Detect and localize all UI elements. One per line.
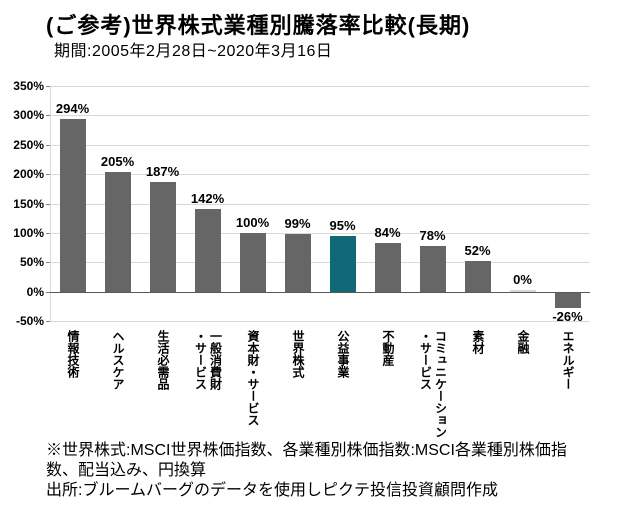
category-label: コミュニケーション ・サービス — [418, 330, 448, 438]
bar — [464, 261, 491, 292]
y-tick-mark — [46, 174, 50, 175]
category-label: 資本財・サービス — [246, 330, 260, 426]
y-tick-label: 100% — [13, 226, 44, 240]
category-label: 素材 — [471, 330, 485, 354]
y-tick-mark — [46, 233, 50, 234]
bar-value-label: 52% — [464, 243, 491, 258]
y-tick-mark — [46, 321, 50, 322]
category-label: 一般消費財 ・サービス — [193, 330, 223, 390]
bar-value-label: 294% — [55, 101, 90, 116]
gridline — [50, 86, 590, 87]
category-label: 公益事業 — [336, 330, 350, 378]
y-tick-mark — [46, 86, 50, 87]
y-tick-mark — [46, 115, 50, 116]
y-tick-mark — [46, 262, 50, 263]
bar-value-label: 142% — [190, 191, 225, 206]
bar-value-label: 187% — [145, 164, 180, 179]
bar — [149, 182, 176, 292]
bar-value-label: 100% — [235, 215, 270, 230]
bar — [194, 209, 221, 292]
bar — [329, 236, 356, 292]
y-tick-label: 350% — [13, 79, 44, 93]
category-label: 世界株式 — [291, 330, 305, 378]
category-label: エネルギー — [561, 330, 575, 390]
bar-value-label: -26% — [552, 309, 583, 324]
bar — [509, 290, 536, 292]
bar-value-label: 205% — [100, 154, 135, 169]
page-title: (ご参考)世界株式業種別騰落率比較(長期) — [46, 13, 471, 38]
bar — [239, 233, 266, 292]
bar-chart: 350% 300% 250% 200% 150% 100% 50% 0% -50% 294% 情報技… — [0, 75, 633, 441]
gridline — [50, 115, 590, 116]
bar-value-label: 99% — [284, 216, 311, 231]
gridline — [50, 321, 590, 322]
gridline — [50, 174, 590, 175]
category-label: 金融 — [516, 330, 530, 354]
bar-value-label: 78% — [419, 228, 446, 243]
gridline — [50, 145, 590, 146]
bar — [374, 243, 401, 292]
y-tick-label: 150% — [13, 197, 44, 211]
y-tick-label: -50% — [15, 314, 44, 328]
bar — [419, 246, 446, 292]
source-note: 出所:ブルームバーグのデータを使用しピクテ投信投資顧問作成 — [46, 482, 498, 499]
category-label: ヘルスケア — [111, 330, 125, 390]
y-tick-mark — [46, 145, 50, 146]
y-tick-mark — [46, 292, 50, 293]
bar-value-label: 0% — [513, 272, 532, 287]
gridline — [50, 204, 590, 205]
bar — [59, 119, 86, 292]
y-tick-label: 50% — [19, 255, 44, 269]
y-tick-label: 250% — [13, 138, 44, 152]
category-label: 情報技術 — [66, 330, 80, 378]
period-subtitle: 期間:2005年2月28日~2020年3月16日 — [54, 43, 333, 60]
bar — [554, 293, 581, 308]
y-tick-label: 0% — [26, 285, 44, 299]
bar-value-label: 95% — [329, 218, 356, 233]
gridline — [50, 262, 590, 263]
y-tick-label: 200% — [13, 167, 44, 181]
category-label: 不動産 — [381, 330, 395, 366]
gridline — [50, 233, 590, 234]
bar-value-label: 84% — [374, 225, 401, 240]
y-axis-line — [50, 86, 51, 321]
bar — [284, 234, 311, 292]
y-tick-mark — [46, 204, 50, 205]
gridline — [50, 292, 590, 293]
y-tick-label: 300% — [13, 108, 44, 122]
footnote: ※世界株式:MSCI世界株価指数、各業種別株価指数:MSCI各業種別株価指数、配… — [46, 442, 567, 479]
category-label: 生活必需品 — [156, 330, 170, 390]
bar — [104, 172, 131, 292]
